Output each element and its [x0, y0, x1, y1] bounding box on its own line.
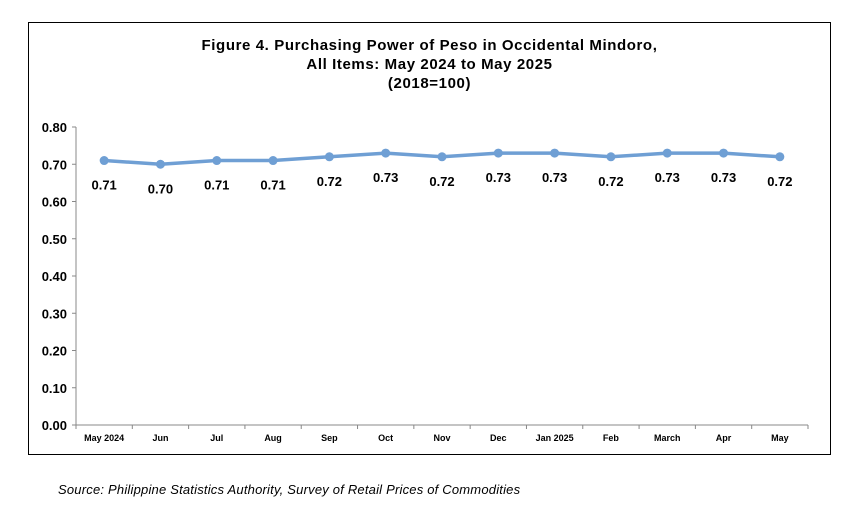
data-label: 0.71	[204, 178, 229, 193]
data-label: 0.72	[767, 174, 792, 189]
y-tick-label: 0.20	[42, 344, 67, 359]
chart-title-line-2: All Items: May 2024 to May 2025	[306, 56, 553, 73]
data-point	[719, 148, 729, 158]
y-tick-label: 0.10	[42, 381, 67, 396]
data-point	[155, 159, 165, 169]
x-tick-label: Jan 2025	[536, 433, 574, 443]
y-tick-label: 0.50	[42, 232, 67, 247]
data-label: 0.72	[598, 174, 623, 189]
y-tick-label: 0.60	[42, 195, 67, 210]
data-label: 0.73	[542, 170, 567, 185]
data-point	[775, 152, 785, 162]
data-label: 0.70	[148, 181, 173, 196]
data-point	[550, 148, 560, 158]
y-tick-label: 0.30	[42, 306, 67, 321]
data-point	[493, 148, 503, 158]
data-label: 0.72	[317, 174, 342, 189]
x-tick-label: May	[771, 433, 789, 443]
y-tick-label: 0.40	[42, 269, 67, 284]
x-tick-label: Jul	[210, 433, 223, 443]
x-tick-label: Aug	[264, 433, 282, 443]
x-tick-label: Feb	[603, 433, 620, 443]
data-point	[324, 152, 334, 162]
chart-title-line-3: (2018=100)	[387, 75, 472, 92]
data-label: 0.73	[486, 170, 511, 185]
y-tick-label: 0.00	[42, 418, 67, 433]
x-tick-label: Oct	[378, 433, 393, 443]
data-point	[437, 152, 447, 162]
x-tick-label: March	[654, 433, 681, 443]
data-point	[268, 156, 278, 166]
data-point	[99, 156, 109, 166]
y-tick-label: 0.80	[42, 120, 67, 135]
x-tick-label: Apr	[716, 433, 732, 443]
x-tick-label: May 2024	[84, 433, 124, 443]
data-point	[662, 148, 672, 158]
data-point	[606, 152, 616, 162]
data-label: 0.71	[91, 178, 116, 193]
x-tick-label: Sep	[321, 433, 338, 443]
data-point	[381, 148, 391, 158]
x-tick-label: Nov	[433, 433, 450, 443]
chart-title-line-1: Figure 4. Purchasing Power of Peso in Oc…	[201, 37, 658, 54]
source-note: Source: Philippine Statistics Authority,…	[58, 482, 521, 497]
data-label: 0.73	[711, 170, 736, 185]
y-tick-label: 0.70	[42, 157, 67, 172]
chart-title: Figure 4. Purchasing Power of Peso in Oc…	[28, 36, 831, 93]
chart-frame	[28, 22, 831, 455]
data-label: 0.73	[655, 170, 680, 185]
data-point	[212, 156, 222, 166]
x-tick-label: Jun	[152, 433, 168, 443]
data-label: 0.72	[429, 174, 454, 189]
x-tick-label: Dec	[490, 433, 507, 443]
data-label: 0.73	[373, 170, 398, 185]
data-label: 0.71	[260, 178, 285, 193]
